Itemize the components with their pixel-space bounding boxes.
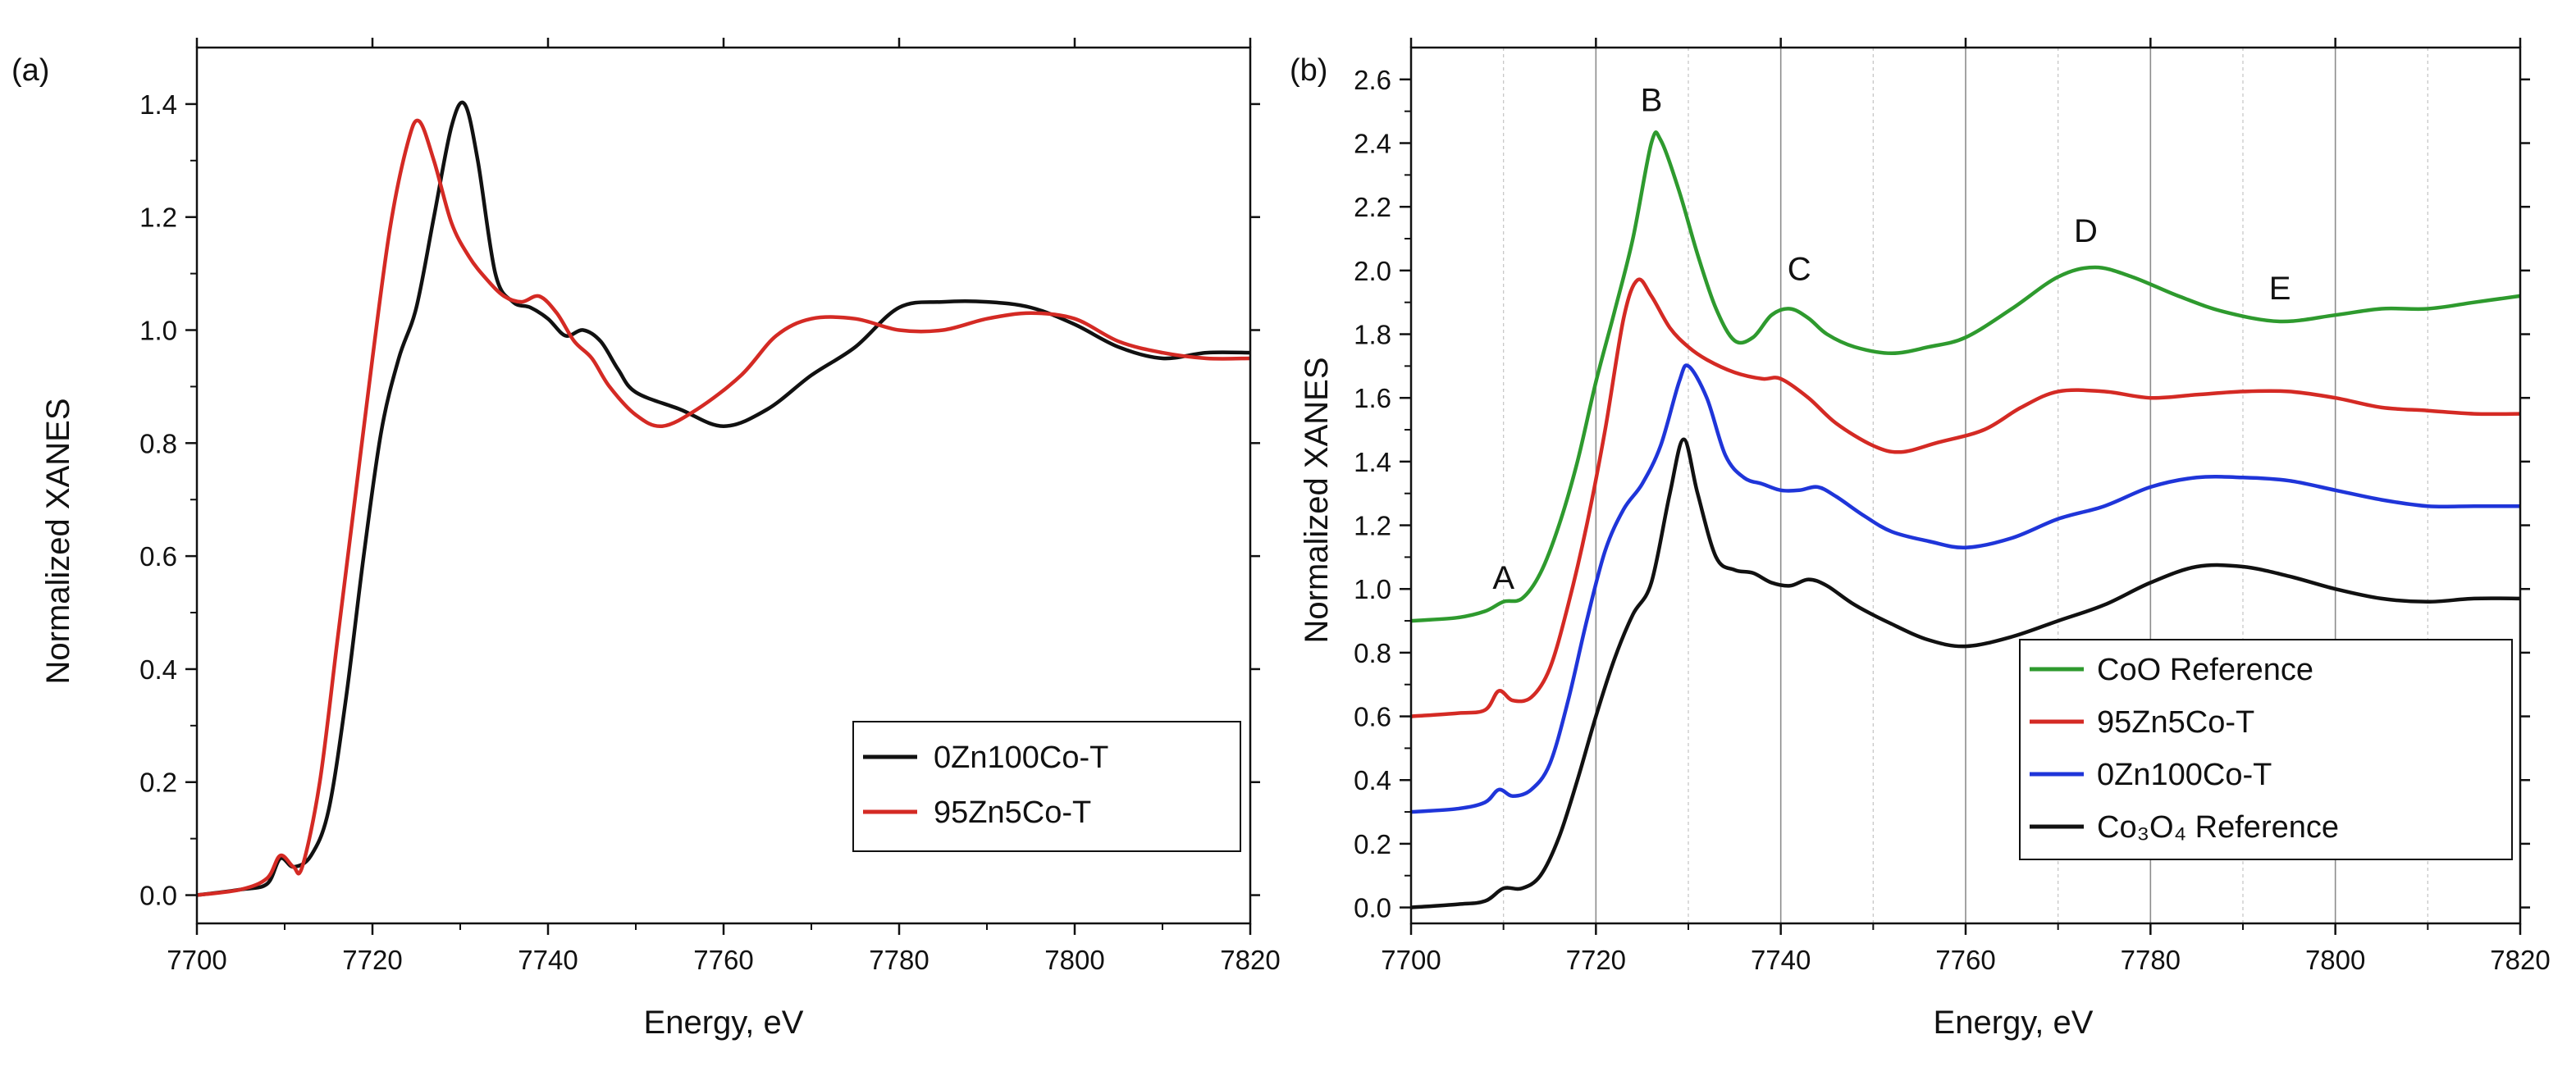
- y-tick-label-4: 0.8: [1354, 638, 1391, 668]
- x-axis-title-a: Energy, eV: [644, 1005, 804, 1041]
- annotation-c: C: [1788, 252, 1811, 288]
- y-tick-label-5: 1.0: [139, 316, 177, 346]
- annotations-b: A B C D E: [1492, 83, 2291, 597]
- x-axis-title-b: Energy, eV: [1934, 1005, 2094, 1041]
- legend-label-co3o4-b: Co₃O₄ Reference: [2097, 810, 2339, 845]
- series-group-b: [1410, 130, 2521, 909]
- ticks-a: 7700 7720 7740 7760 7780 7800 7820 0.0 0.2 0.4 0.6…: [139, 38, 1281, 975]
- y-tick-label-1: 0.2: [1354, 829, 1391, 859]
- y-tick-label-9: 1.8: [1354, 320, 1391, 350]
- legend-a: 0Zn100Co-T 95Zn5Co-T: [852, 721, 1241, 852]
- y-tick-label-7: 1.4: [139, 89, 177, 120]
- x-tick-label-7700: 7700: [167, 945, 226, 975]
- ticks-b: 7700 7720 7740 7760 7780 7800 7820 0.0 0.2 0.4 0.6…: [1354, 38, 2551, 975]
- series-line-coo-reference-b: [1410, 130, 2521, 623]
- legend-label-coo-b: CoO Reference: [2097, 653, 2313, 687]
- annotation-d: D: [2074, 213, 2098, 249]
- legend-label-95zn5co-a: 95Zn5Co-T: [934, 795, 1091, 830]
- legend-label-0zn100co-a: 0Zn100Co-T: [934, 741, 1108, 775]
- y-tick-label-2: 0.4: [139, 654, 177, 685]
- annotation-e: E: [2269, 271, 2291, 307]
- plot-frame-a: [195, 46, 1252, 925]
- x-tick-label-7760: 7760: [1935, 945, 1995, 975]
- grid-b: [1503, 48, 2428, 923]
- x-tick-label-7780: 7780: [869, 945, 929, 975]
- y-axis-title-a: Normalized XANES: [40, 398, 76, 684]
- panel-a: (a) Normalized XANES Energy, eV 7700 7720…: [11, 38, 1281, 1041]
- legend-label-95zn5co-b: 95Zn5Co-T: [2097, 705, 2254, 740]
- y-tick-label-2: 0.4: [1354, 765, 1391, 795]
- y-tick-label-12: 2.4: [1354, 129, 1391, 159]
- y-tick-label-0: 0.0: [1354, 893, 1391, 923]
- annotation-b: B: [1641, 83, 1663, 119]
- x-tick-label-7800: 7800: [1044, 945, 1104, 975]
- y-tick-label-13: 2.6: [1354, 65, 1391, 95]
- y-tick-label-11: 2.2: [1354, 192, 1391, 222]
- y-tick-label-3: 0.6: [1354, 702, 1391, 732]
- y-tick-label-6: 1.2: [1354, 511, 1391, 541]
- series-line-95zn5co-t-a: [196, 118, 1251, 897]
- x-tick-label-7820: 7820: [2490, 945, 2550, 975]
- plot-frame-b: [1409, 46, 2522, 925]
- y-tick-label-10: 2.0: [1354, 256, 1391, 286]
- x-tick-label-7780: 7780: [2121, 945, 2181, 975]
- x-tick-label-7720: 7720: [342, 945, 402, 975]
- y-tick-label-6: 1.2: [139, 203, 177, 233]
- series-line-95zn5co-t-b: [1410, 277, 2521, 718]
- x-tick-label-7740: 7740: [1751, 945, 1811, 975]
- x-tick-label-7740: 7740: [518, 945, 578, 975]
- y-tick-label-8: 1.6: [1354, 383, 1391, 413]
- series-line-co-o-reference-b: [1410, 437, 2521, 909]
- series-line-0zn100co-t-a: [196, 100, 1251, 897]
- series-line-0zn100co-t-b: [1410, 363, 2520, 814]
- legend-label-0zn100co-b: 0Zn100Co-T: [2097, 758, 2272, 792]
- y-axis-title-b: Normalized XANES: [1299, 357, 1335, 643]
- legend-b: CoO Reference 95Zn5Co-T 0Zn100Co-T Co₃O₄…: [2019, 639, 2513, 860]
- legend-box-a: [852, 721, 1241, 852]
- x-tick-label-7760: 7760: [693, 945, 753, 975]
- panel-label-b: (b): [1290, 53, 1327, 88]
- x-tick-label-7820: 7820: [1220, 945, 1280, 975]
- y-tick-label-7: 1.4: [1354, 447, 1391, 477]
- series-group-a: [196, 100, 1251, 897]
- panel-label-a: (a): [11, 53, 49, 88]
- y-tick-label-0: 0.0: [139, 881, 177, 911]
- x-tick-label-7700: 7700: [1381, 945, 1441, 975]
- y-tick-label-5: 1.0: [1354, 574, 1391, 604]
- x-tick-label-7800: 7800: [2305, 945, 2365, 975]
- y-tick-label-3: 0.6: [139, 541, 177, 572]
- y-tick-label-4: 0.8: [139, 428, 177, 458]
- x-tick-label-7720: 7720: [1566, 945, 1626, 975]
- annotation-a: A: [1492, 560, 1514, 596]
- legend-box-b: [2019, 639, 2513, 860]
- y-tick-label-1: 0.2: [139, 768, 177, 798]
- panel-b: (b) Normalized XANES Energy, eV 7700 7720…: [1290, 38, 2551, 1041]
